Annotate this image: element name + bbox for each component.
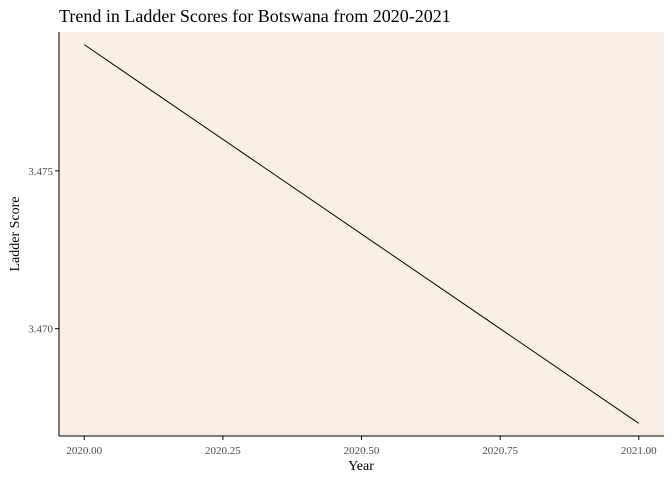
x-axis-ticks: 2020.00 2020.25 2020.50 2020.75 2021.00 <box>66 436 657 457</box>
chart-title: Trend in Ladder Scores for Botswana from… <box>59 6 451 26</box>
y-axis-title: Ladder Score <box>8 196 23 271</box>
x-axis-title: Year <box>348 459 374 474</box>
y-tick-label: 3.470 <box>28 324 53 336</box>
series-layer <box>83 44 640 424</box>
y-axis-ticks: 3.470 3.475 <box>28 166 59 336</box>
x-tick-label: 2020.75 <box>482 445 518 457</box>
x-tick-label: 2020.25 <box>205 445 241 457</box>
series-line <box>83 44 640 424</box>
x-tick-label: 2021.00 <box>621 445 657 457</box>
x-tick-label: 2020.00 <box>66 445 102 457</box>
x-tick-label: 2020.50 <box>344 445 380 457</box>
y-tick-label: 3.475 <box>28 166 53 178</box>
